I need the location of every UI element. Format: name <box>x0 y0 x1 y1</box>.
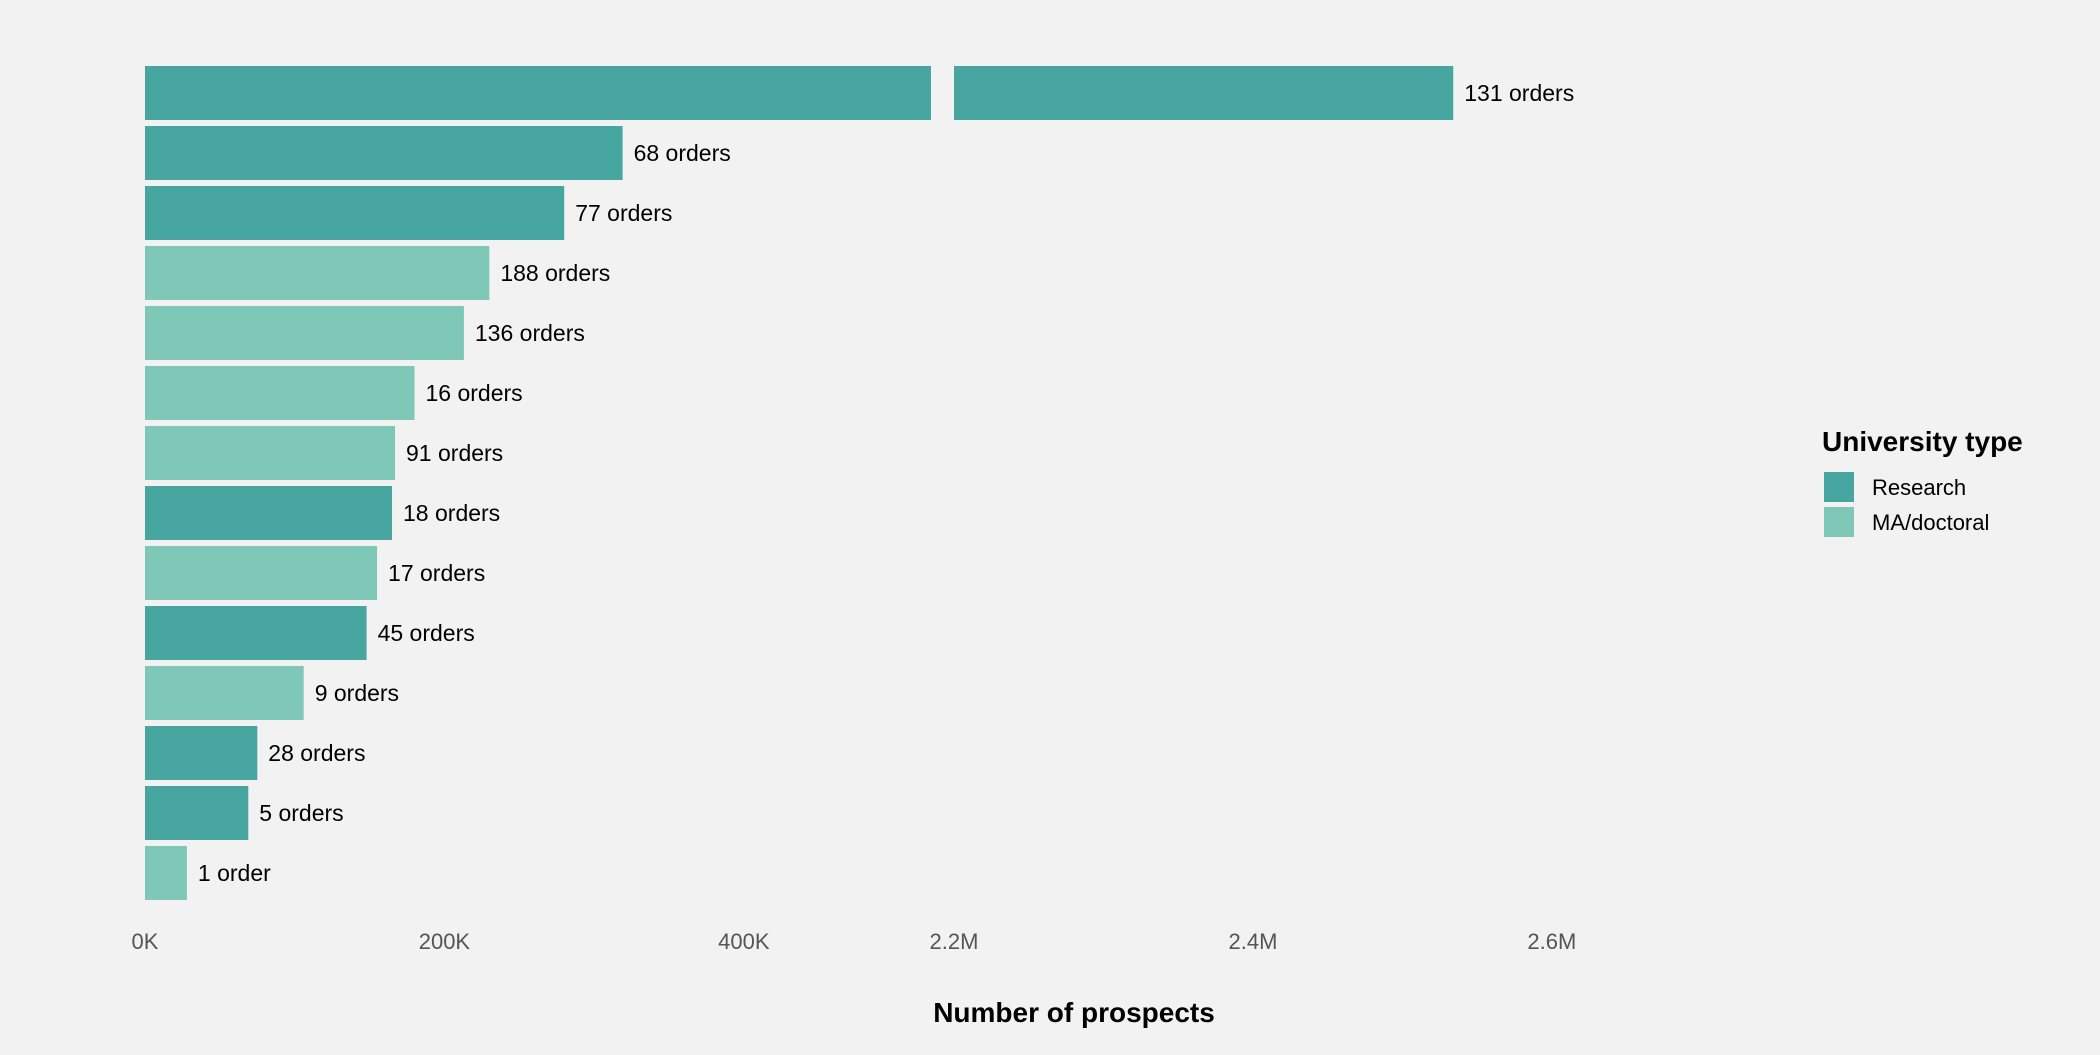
bar <box>145 186 565 240</box>
bar <box>145 666 304 720</box>
x-tick-label: 400K <box>718 929 770 954</box>
x-tick-label: 200K <box>419 929 471 954</box>
bar-label: 188 orders <box>500 260 610 286</box>
bar-label: 68 orders <box>634 140 731 166</box>
bar <box>145 366 415 420</box>
bar <box>145 306 464 360</box>
legend-label: Research <box>1872 475 1966 500</box>
legend-swatch <box>1824 472 1854 502</box>
bar-label: 17 orders <box>388 560 485 586</box>
bar-label: 1 order <box>198 860 271 886</box>
bar <box>145 126 623 180</box>
bar <box>145 246 490 300</box>
x-tick-label: 2.4M <box>1228 929 1277 954</box>
legend: University type Research MA/doctoral <box>1822 426 2023 537</box>
legend-swatch <box>1824 507 1854 537</box>
bar-label: 9 orders <box>315 680 399 706</box>
x-tick-label: 2.6M <box>1527 929 1576 954</box>
bar-label: 18 orders <box>403 500 500 526</box>
bar <box>145 426 396 480</box>
bar <box>145 786 249 840</box>
bar-labels-layer: 131 orders 68 orders 77 orders 188 orders 13… <box>198 80 1574 886</box>
bar <box>145 726 258 780</box>
x-axis-ticks: 0K 200K 400K 2.2M 2.4M 2.6M <box>132 929 1577 954</box>
bar-label: 77 orders <box>575 200 672 226</box>
bar-label: 28 orders <box>268 740 365 766</box>
bar-label: 91 orders <box>406 440 503 466</box>
legend-items: Research MA/doctoral <box>1824 472 1989 537</box>
legend-label: MA/doctoral <box>1872 510 1989 535</box>
bar-label: 16 orders <box>425 380 522 406</box>
x-axis-title: Number of prospects <box>933 997 1215 1028</box>
bar <box>145 606 367 660</box>
x-tick-label: 2.2M <box>930 929 979 954</box>
legend-title: University type <box>1822 426 2023 457</box>
bars-layer <box>145 66 1454 900</box>
bar <box>145 66 931 120</box>
bar-continued <box>954 66 1454 120</box>
bar-label: 136 orders <box>475 320 585 346</box>
bar-label: 131 orders <box>1464 80 1574 106</box>
bar <box>145 486 393 540</box>
bar <box>145 846 187 900</box>
bar <box>145 546 378 600</box>
x-tick-label: 0K <box>132 929 159 954</box>
bar-label: 5 orders <box>259 800 343 826</box>
bar-label: 45 orders <box>378 620 475 646</box>
